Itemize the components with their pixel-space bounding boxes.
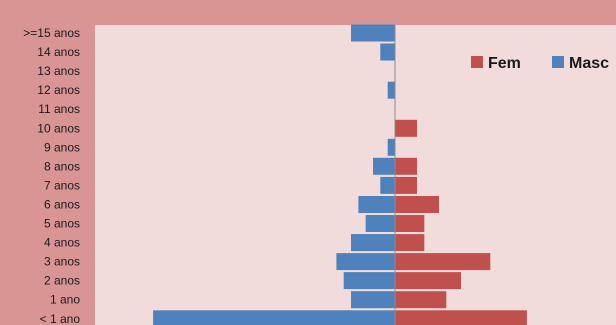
tick-label-0: < 1 ano [40, 312, 81, 325]
bar-fem-10 [395, 119, 417, 137]
tick-label-6: 6 anos [44, 198, 80, 212]
tick-label-12: 12 anos [37, 83, 80, 97]
tick-label-2: 2 anos [44, 274, 80, 288]
legend-swatch-masc [552, 56, 564, 68]
tick-label-3: 3 anos [44, 255, 80, 269]
legend-label-masc: Masc [569, 55, 609, 72]
bar-masc-15 [351, 24, 395, 42]
bar-masc-3 [336, 253, 395, 271]
tick-label-9: 9 anos [44, 140, 80, 154]
bar-masc-8 [373, 157, 395, 175]
bar-fem-3 [395, 253, 491, 271]
legend-swatch-fem [471, 56, 483, 68]
bar-masc-12 [387, 81, 395, 99]
bar-fem-0 [395, 310, 527, 325]
tick-label-10: 10 anos [37, 121, 80, 135]
bars-layer [153, 24, 527, 325]
tick-label-7: 7 anos [44, 178, 80, 192]
legend: Fem Masc [471, 55, 609, 72]
tick-label-11: 11 anos [38, 102, 80, 116]
tick-label-1: 1 ano [50, 293, 80, 307]
bar-fem-8 [395, 157, 417, 175]
bar-masc-1 [351, 291, 395, 309]
tick-label-5: 5 anos [44, 217, 80, 231]
bar-masc-4 [351, 234, 395, 252]
bar-masc-5 [365, 215, 395, 232]
bar-masc-9 [387, 138, 395, 156]
tick-label-4: 4 anos [44, 236, 80, 250]
bar-masc-7 [380, 176, 395, 194]
bar-fem-2 [395, 272, 461, 290]
bar-fem-7 [395, 176, 417, 194]
category-tick-labels: < 1 ano 1 ano 2 anos 3 anos 4 anos 5 anos 6 an… [23, 26, 80, 325]
bar-masc-6 [358, 196, 395, 213]
bar-masc-2 [343, 272, 395, 290]
tick-label-8: 8 anos [44, 159, 80, 173]
bar-fem-1 [395, 291, 447, 309]
tick-label-15: >=15 anos [23, 26, 80, 40]
bar-fem-5 [395, 215, 425, 232]
tick-label-13: 13 anos [37, 64, 80, 78]
tick-label-14: 14 anos [37, 45, 80, 59]
bar-fem-4 [395, 234, 425, 252]
bar-masc-0 [153, 310, 395, 325]
legend-label-fem: Fem [488, 55, 521, 72]
bar-fem-6 [395, 196, 439, 213]
bar-masc-14 [380, 43, 395, 61]
